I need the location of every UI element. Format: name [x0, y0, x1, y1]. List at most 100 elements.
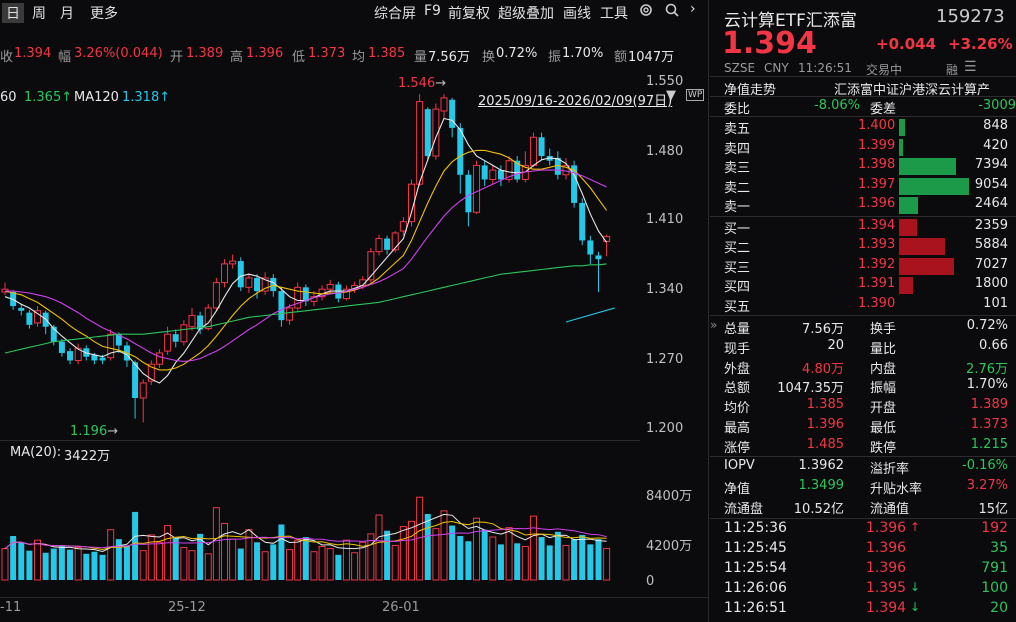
- period-day-tab[interactable]: 日: [2, 3, 24, 23]
- ask-depth-bar: [899, 138, 903, 156]
- candle-body: [286, 307, 294, 321]
- stat-value: 1.373: [970, 417, 1008, 432]
- stat-label: 最高: [724, 421, 751, 436]
- iopv-value: -0.16%: [962, 458, 1008, 473]
- f9-button[interactable]: F9: [424, 3, 441, 19]
- price-change-pct: +3.26%: [948, 35, 1013, 53]
- fund-name: 云计算ETF汇添富: [724, 11, 857, 31]
- forward-adjust-button[interactable]: 前复权: [448, 6, 490, 22]
- volume-bar: [139, 550, 147, 581]
- volume-bar: [571, 539, 578, 580]
- iopv-value: 3.27%: [966, 477, 1008, 493]
- super-overlay-button[interactable]: 超级叠加: [498, 6, 554, 22]
- panel-collapse-icon[interactable]: »: [710, 318, 718, 332]
- arrow-down-icon: ↓: [910, 580, 921, 594]
- open-value: 1.389: [186, 46, 224, 61]
- tick-time: 11:25:45: [724, 540, 787, 556]
- candle-body: [367, 251, 375, 281]
- menu-icon[interactable]: ☰: [964, 59, 977, 75]
- stat-label: 开盘: [870, 401, 897, 417]
- price-tick: 1.270: [646, 352, 684, 367]
- vol-ma-label: MA(20):: [10, 445, 62, 460]
- composite-screen-button[interactable]: 综合屏: [374, 6, 416, 22]
- candle-body: [188, 314, 196, 328]
- candle-body: [204, 307, 212, 330]
- volume-bar: [587, 544, 594, 580]
- volume-bar: [107, 529, 115, 581]
- high-label: 高: [230, 50, 244, 65]
- candle-body: [229, 260, 237, 265]
- candle-body: [58, 341, 65, 353]
- ma60-value: 1.365↑: [24, 90, 73, 105]
- iopv-value: 1.3499: [798, 477, 845, 493]
- stat-value: 1047.35万: [777, 381, 844, 397]
- volume-bar: [197, 533, 204, 580]
- volume-bar: [489, 536, 497, 581]
- stat-value: 1.485: [806, 436, 844, 452]
- date-range[interactable]: 2025/09/16-2026/02/09(97日): [478, 94, 673, 109]
- wp-icon[interactable]: WP: [686, 89, 705, 101]
- candle-body: [294, 286, 302, 309]
- candle-body: [595, 255, 602, 260]
- tick-time: 11:26:06: [724, 580, 787, 596]
- ask-price: 1.400: [858, 118, 896, 133]
- tick-volume: 192: [981, 520, 1008, 536]
- candle-body: [212, 282, 220, 309]
- tick-row: 11:25:36 1.396 192 ↑: [724, 520, 1016, 540]
- period-month-tab[interactable]: 月: [60, 6, 74, 22]
- draw-line-button[interactable]: 画线: [563, 6, 591, 22]
- period-more-tab[interactable]: 更多: [90, 6, 118, 22]
- stat-label: 均价: [724, 401, 751, 417]
- volume-bar: [99, 554, 106, 580]
- bid-level-label: 买二: [724, 241, 751, 257]
- volume-label: 量: [414, 50, 428, 65]
- stat-label: 换手: [870, 322, 897, 337]
- volume-bar: [50, 548, 57, 580]
- tools-button[interactable]: 工具: [600, 6, 628, 22]
- volume-bar: [335, 554, 342, 580]
- stat-row: 涨停 1.485 跌停 1.215: [724, 437, 1016, 457]
- candle-body: [147, 363, 155, 382]
- volume-bar: [514, 543, 521, 580]
- volume-bar: [172, 538, 179, 580]
- bid-row: 买五 1.390 101: [724, 296, 1016, 316]
- bid-volume: 7027: [974, 256, 1008, 272]
- volume-bar: [473, 517, 481, 581]
- volume-bar: [326, 548, 334, 581]
- candle-body: [554, 157, 561, 175]
- volume-bar: [115, 539, 122, 580]
- low-annotation: 1.196→: [70, 424, 119, 439]
- candle-body: [270, 277, 277, 292]
- tab-nav-trend[interactable]: 净值走势: [724, 83, 777, 98]
- bid-row: 买三 1.392 7027: [724, 257, 1016, 277]
- period-week-tab[interactable]: 周: [32, 6, 46, 22]
- candle-body: [399, 221, 407, 232]
- stat-label: 现手: [724, 341, 751, 357]
- iopv-label: IOPV: [724, 458, 755, 473]
- ma5-line: [4, 117, 608, 384]
- chevron-right-icon[interactable]: ›: [690, 1, 696, 17]
- ask-row: 卖四 1.399 420: [724, 138, 1016, 158]
- weibi-label: 委比: [724, 102, 751, 117]
- volume-bar: [579, 534, 586, 580]
- candle-body: [505, 160, 513, 180]
- stat-label: 总量: [724, 322, 751, 337]
- volume-ma-line: [4, 513, 607, 553]
- stat-value: 1.389: [970, 397, 1008, 413]
- candlestick-chart[interactable]: [0, 66, 640, 596]
- divider: [710, 456, 1016, 457]
- volume-bar: [83, 553, 90, 580]
- ask-price: 1.399: [858, 137, 896, 153]
- stat-row: 现手 20 量比 0.66: [724, 338, 1016, 358]
- dropdown-triangle-icon[interactable]: ▼: [666, 88, 676, 103]
- volume-tick: 4200万: [646, 539, 693, 554]
- iopv-value: 1.3962: [798, 458, 845, 473]
- volume-tick: 8400万: [646, 489, 693, 504]
- settings-icon[interactable]: [638, 2, 654, 22]
- volume-bar: [424, 514, 431, 580]
- search-icon[interactable]: [664, 2, 680, 22]
- candle-body: [254, 277, 261, 292]
- tab-fund-index[interactable]: 汇添富中证沪港深云计算产: [834, 83, 991, 98]
- ask-depth-bar: [899, 197, 918, 215]
- tick-row: 11:26:51 1.394 20 ↓: [724, 600, 1016, 620]
